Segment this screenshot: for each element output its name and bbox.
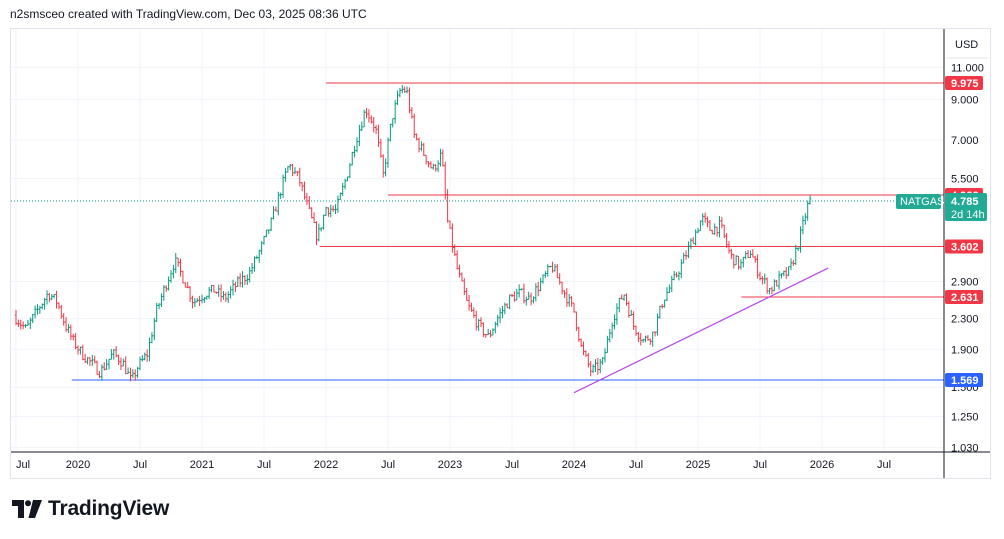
x-tick-label: Jul xyxy=(16,459,30,471)
level-price-tag xyxy=(945,289,983,304)
horizontal-levels xyxy=(11,82,944,381)
level-price-label: 2.631 xyxy=(951,292,979,304)
y-tick-label: 2.900 xyxy=(951,276,979,288)
x-tick-label: 2022 xyxy=(314,459,338,471)
grid-lines xyxy=(11,29,944,452)
x-tick-label: Jul xyxy=(133,459,147,471)
last-price-tag xyxy=(945,192,987,221)
level-price-tag xyxy=(945,239,983,254)
x-tick-label: 2024 xyxy=(562,459,586,471)
y-tick-label: 1.250 xyxy=(951,411,979,423)
chart-frame xyxy=(10,28,991,479)
x-tick-label: Jul xyxy=(753,459,767,471)
y-tick-label: 1.030 xyxy=(951,443,979,455)
currency-label: USD xyxy=(955,39,978,51)
y-tick-label: 11.000 xyxy=(951,62,984,74)
y-tick-label: 9.000 xyxy=(951,95,979,107)
chart-attribution: n2smsceo created with TradingView.com, D… xyxy=(10,7,367,21)
x-tick-label: 2023 xyxy=(438,459,462,471)
level-price-label: 3.602 xyxy=(951,242,979,254)
last-price-label: 4.785 xyxy=(951,196,979,208)
time-axis: Jul 2020 Jul 2021 Jul 2022 Jul 2023 Jul 2024 Jul 20… xyxy=(11,29,990,478)
tradingview-logo[interactable]: TradingView xyxy=(12,497,169,521)
x-tick-label: 2020 xyxy=(66,459,90,471)
price-chart[interactable]: 11.0009.0007.0005.5002.9002.3001.9001.50… xyxy=(0,0,1004,490)
level-price-label: 1.569 xyxy=(951,375,979,387)
y-tick-label: 2.300 xyxy=(951,314,979,326)
x-tick-label: Jul xyxy=(877,459,891,471)
x-tick-label: 2026 xyxy=(810,459,834,471)
trendline-group xyxy=(573,267,829,394)
symbol-label: NATGAS xyxy=(900,196,944,208)
x-tick-label: 2021 xyxy=(190,459,214,471)
tradingview-logo-text: TradingView xyxy=(48,497,170,520)
symbol-tag xyxy=(896,193,941,209)
y-tick-label: 7.000 xyxy=(951,135,979,147)
candles xyxy=(14,85,812,382)
y-tick-label: 5.500 xyxy=(951,174,979,186)
x-tick-label: Jul xyxy=(505,459,519,471)
level-price-tag xyxy=(945,76,983,90)
level-price-label: 9.975 xyxy=(951,78,979,90)
x-tick-label: 2025 xyxy=(686,459,710,471)
y-tick-label: 1.900 xyxy=(951,344,979,356)
bar-countdown-label: 2d 14h xyxy=(951,209,985,221)
x-tick-label: Jul xyxy=(381,459,395,471)
x-tick-label: Jul xyxy=(629,459,643,471)
level-price-tag xyxy=(945,373,983,387)
x-tick-label: Jul xyxy=(257,459,271,471)
tradingview-logo-icon xyxy=(12,500,42,518)
trendline xyxy=(573,267,829,394)
